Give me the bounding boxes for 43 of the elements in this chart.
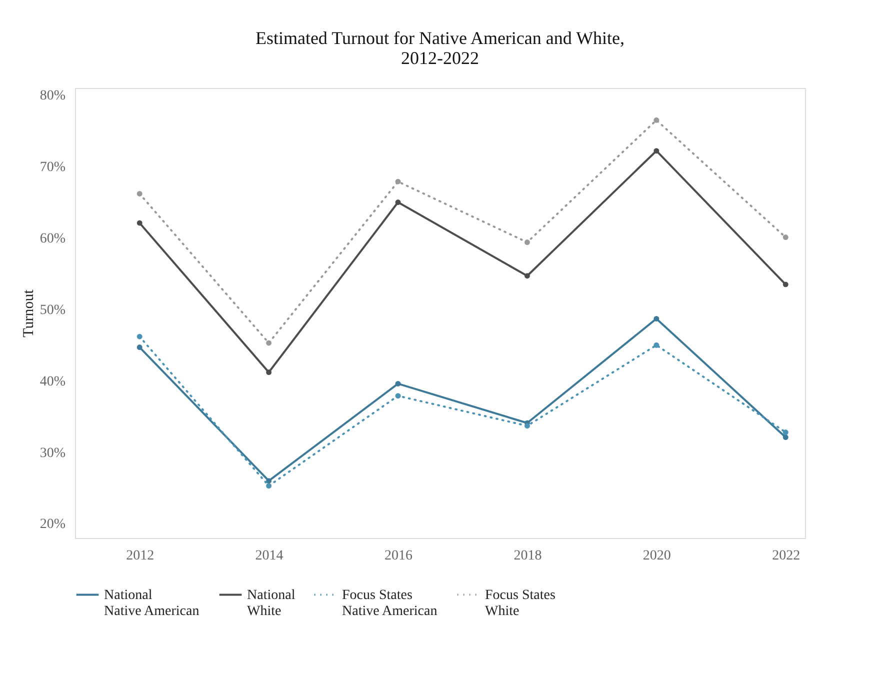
point	[266, 340, 272, 346]
x-tick-label: 2016	[384, 548, 413, 564]
x-tick-label: 2014	[255, 548, 284, 564]
y-tick-label: 70%	[40, 160, 66, 176]
point	[654, 316, 660, 322]
text: Estimated Turnout for Native American and White,	[255, 28, 625, 48]
legend-label: National Native American	[104, 588, 200, 619]
y-axis-title: Turnout	[20, 288, 37, 338]
y-tick-label: 60%	[40, 232, 66, 246]
y-tick-label: 40%	[40, 374, 66, 390]
point	[266, 483, 272, 489]
legend-label: National White	[247, 588, 296, 619]
point	[395, 200, 401, 206]
legend-label: Focus States Native American	[342, 588, 438, 619]
point	[395, 393, 401, 399]
x-tick-label: 2022	[772, 548, 800, 564]
x-tick-label: 2018	[514, 548, 542, 564]
point	[136, 190, 142, 196]
point	[136, 334, 142, 340]
x-tick-label: 2012	[126, 548, 154, 564]
point	[395, 380, 401, 386]
text: 2012-2022	[401, 48, 479, 68]
point	[654, 117, 660, 123]
y-tick-label: 20%	[40, 517, 66, 532]
point	[524, 273, 530, 279]
point	[524, 423, 530, 429]
point	[524, 240, 530, 246]
point	[266, 370, 272, 376]
y-tick-label: 80%	[40, 88, 66, 104]
point	[782, 434, 788, 440]
point	[395, 178, 401, 184]
point	[654, 342, 660, 348]
point	[136, 344, 142, 350]
point	[654, 148, 660, 154]
y-tick-label: 50%	[40, 302, 66, 318]
point	[136, 220, 142, 226]
y-tick-label: 30%	[40, 446, 66, 461]
x-tick-label: 2020	[642, 548, 671, 564]
point	[782, 430, 788, 436]
point	[266, 478, 272, 484]
point	[782, 282, 788, 288]
legend-label: Focus States White	[485, 588, 556, 619]
point	[782, 234, 788, 240]
